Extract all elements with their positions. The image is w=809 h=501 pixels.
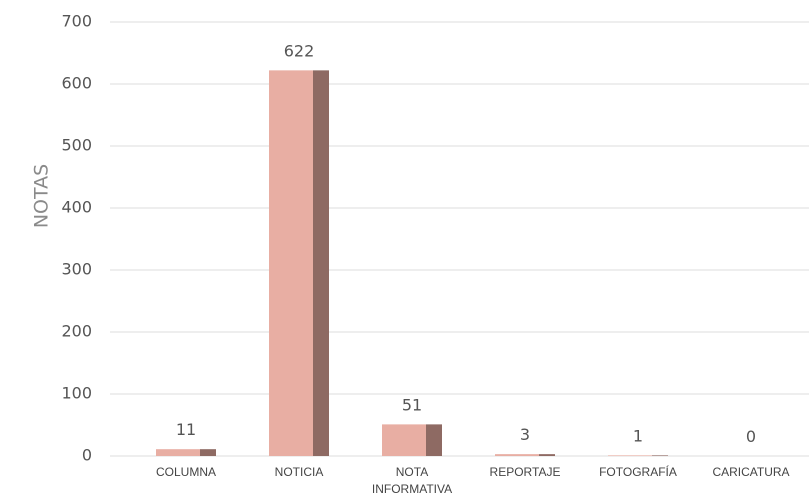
bar-shade-3 <box>539 454 555 456</box>
y-tick-label-300: 300 <box>61 260 92 279</box>
bar-shade-0 <box>200 449 216 456</box>
bar-1 <box>269 70 313 457</box>
bar-shade-2 <box>426 424 442 456</box>
data-label-0: 11 <box>176 420 196 439</box>
bars <box>156 70 668 457</box>
y-tick-label-400: 400 <box>61 198 92 217</box>
x-tick-label-0: COLUMNA <box>156 465 216 479</box>
x-tick-label-4: FOTOGRAFÍA <box>599 464 677 479</box>
bar-2 <box>382 424 426 456</box>
y-tick-label-600: 600 <box>61 74 92 93</box>
data-label-3: 3 <box>520 425 530 444</box>
y-tick-label-200: 200 <box>61 322 92 341</box>
data-labels: 11 622 51 3 1 0 <box>176 41 756 446</box>
bar-0 <box>156 449 200 456</box>
y-tick-label-700: 700 <box>61 12 92 31</box>
x-tick-label-3: REPORTAJE <box>490 465 561 479</box>
y-tick-label-0: 0 <box>82 446 92 465</box>
y-tick-label-100: 100 <box>61 384 92 403</box>
gridlines <box>110 21 809 457</box>
data-label-4: 1 <box>633 426 643 445</box>
y-axis-title: NOTAS <box>31 164 53 228</box>
x-tick-label-2: NOTA INFORMATIVA <box>372 465 452 496</box>
bar-shade-4 <box>652 455 668 456</box>
bar-4 <box>608 455 652 456</box>
x-tick-label-1: NOTICIA <box>275 465 324 479</box>
bar-shade-1 <box>313 70 329 457</box>
y-tick-label-500: 500 <box>61 136 92 155</box>
x-axis-ticks: COLUMNA NOTICIA NOTA INFORMATIVA REPORTAJE FO… <box>156 464 790 496</box>
data-label-5: 0 <box>746 427 756 446</box>
bar-3 <box>495 454 539 456</box>
data-label-1: 622 <box>284 41 315 60</box>
x-tick-label-5: CARICATURA <box>712 465 789 479</box>
y-axis-ticks: 0 100 200 300 400 500 600 700 <box>61 12 92 465</box>
data-label-2: 51 <box>402 395 422 414</box>
